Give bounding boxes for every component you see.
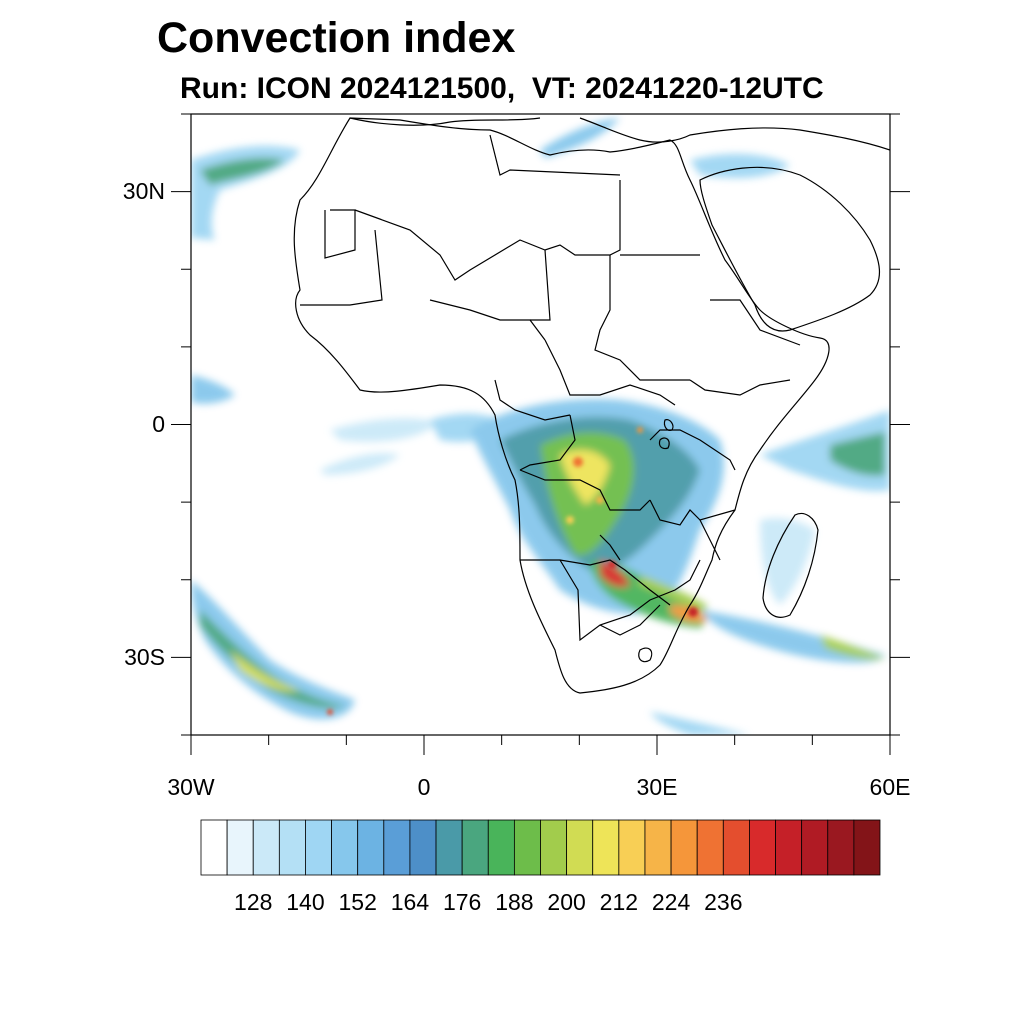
colorbar-swatch <box>357 819 385 876</box>
colorbar-swatch <box>801 819 829 876</box>
colorbar-swatch <box>252 819 280 876</box>
colorbar-tick-label: 128 <box>234 889 273 915</box>
colorbar-tick-label: 176 <box>442 889 482 915</box>
colorbar-swatch <box>827 819 855 876</box>
colorbar-swatch <box>644 819 672 876</box>
colorbar-tick-label: 224 <box>651 889 691 915</box>
colorbar-tick-label: 200 <box>547 889 586 915</box>
colorbar-swatch <box>696 819 724 876</box>
lat-tick-label: 30N <box>122 178 165 205</box>
colorbar-swatch <box>305 819 332 876</box>
colorbar-tick-label: 188 <box>495 889 534 915</box>
colorbar-swatch <box>278 819 306 876</box>
run-subtitle: Run: ICON 2024121500, VT: 20241220-12UTC <box>180 72 824 105</box>
colorbar-swatch <box>722 819 750 876</box>
lat-tick-label: 0 <box>152 411 165 437</box>
colorbar-tick-label: 212 <box>599 889 639 915</box>
colorbar-swatch <box>331 819 359 876</box>
colorbar-swatch <box>566 819 594 876</box>
colorbar-swatch <box>540 819 568 876</box>
colorbar-swatch <box>513 819 541 876</box>
colorbar-swatch <box>461 819 489 876</box>
colorbar-swatch <box>200 819 228 876</box>
colorbar-swatch <box>592 819 620 876</box>
lat-tick-label: 30S <box>124 643 165 670</box>
axis-ticks <box>171 113 910 755</box>
colorbar <box>200 819 881 876</box>
lon-tick-label: 30W <box>167 774 215 800</box>
lon-tick-label: 60E <box>869 774 911 800</box>
colorbar-swatch <box>670 819 698 876</box>
colorbar-swatch <box>618 819 646 876</box>
colorbar-tick-label: 140 <box>286 889 325 915</box>
coastlines <box>293 117 890 694</box>
lon-tick-label: 30E <box>636 774 678 800</box>
colorbar-swatch <box>435 819 463 876</box>
colorbar-swatch <box>226 819 254 876</box>
colorbar-tick-label: 152 <box>338 889 377 915</box>
colorbar-swatch <box>749 819 776 876</box>
colorbar-tick-label: 236 <box>704 889 743 915</box>
convection-field <box>191 118 890 735</box>
colorbar-swatch <box>775 819 803 876</box>
colorbar-tick-label: 164 <box>390 889 430 915</box>
colorbar-swatch <box>487 819 515 876</box>
page-title: Convection index <box>157 14 516 62</box>
colorbar-swatch <box>409 819 437 876</box>
colorbar-swatch <box>853 819 881 876</box>
lon-tick-label: 0 <box>417 774 431 800</box>
colorbar-swatch <box>383 819 411 876</box>
